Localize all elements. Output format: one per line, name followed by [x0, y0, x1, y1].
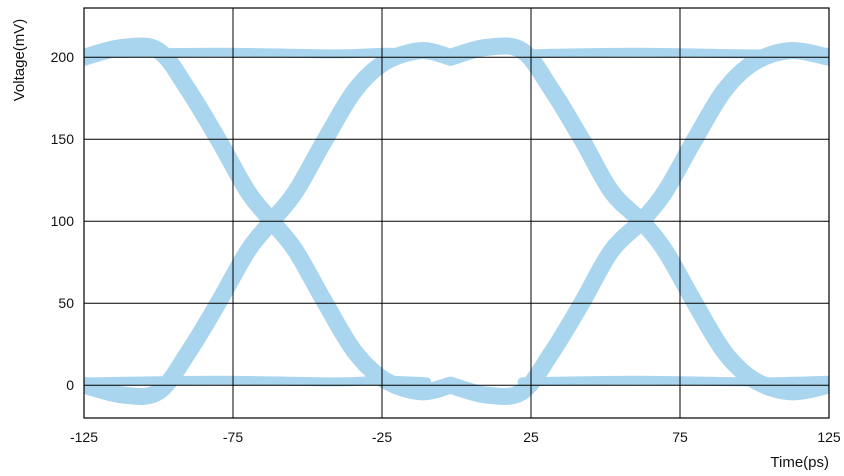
plot-frame: [83, 7, 830, 419]
eye-trace-band-7: [517, 47, 829, 59]
grid: [84, 8, 829, 418]
x-tick-label: -25: [372, 429, 392, 445]
y-tick-label: 50: [58, 295, 74, 311]
y-tick-label: 150: [51, 131, 75, 147]
x-axis-label: Time(ps): [770, 454, 829, 471]
x-tick-label: 25: [523, 429, 539, 445]
y-tick-label: 100: [51, 213, 75, 229]
y-tick-label: 200: [51, 49, 75, 65]
y-tick-labels: 0 50 100 150 200: [51, 49, 75, 393]
x-tick-label: -75: [223, 429, 243, 445]
y-tick-label: 0: [66, 377, 74, 393]
eye-trace-band-5: [84, 47, 432, 59]
eye-trace-band-4: [442, 42, 829, 405]
x-tick-label: 75: [672, 429, 688, 445]
eye-trace-band-2: [84, 42, 459, 405]
x-tick-labels: -125 -75 -25 25 75 125: [70, 429, 841, 445]
eye-trace-band-6: [84, 375, 432, 387]
x-tick-label: 125: [817, 429, 841, 445]
y-axis-label: Voltage(mV): [11, 19, 28, 102]
eye-trace-band-8: [517, 375, 829, 387]
x-tick-label: -125: [70, 429, 98, 445]
